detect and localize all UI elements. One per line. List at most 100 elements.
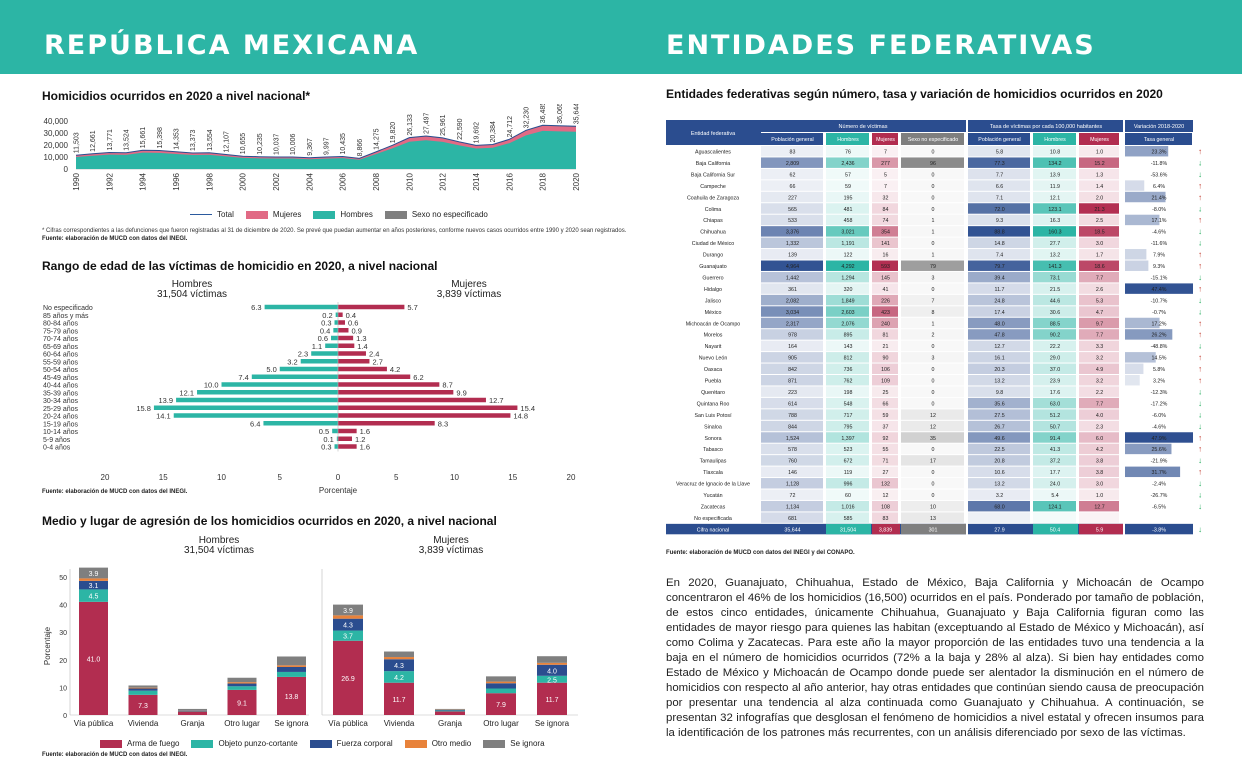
table-cell-value: 35 [930,436,936,442]
table-cell-bg [872,306,898,317]
table-cell-value: 2,317 [786,321,799,327]
total-row-bg-right [1125,523,1193,535]
group-header-tasa [968,120,1123,132]
table-cell-value: 24.0 [1050,482,1060,488]
table-cell-value: 226 [881,298,890,304]
table-cell-bg [1033,146,1076,157]
table-cell-bg [761,146,823,157]
table-cell-value: 20.8 [994,459,1004,465]
x-tick-label: 15 [508,473,517,482]
table-cell-bg [901,146,964,157]
bar-mujeres [338,335,354,341]
bar-segment-hombres [79,580,108,590]
table-cell-bg [761,409,823,420]
bar-mujeres [338,359,370,364]
table-cell-value: 71 [883,459,889,465]
table-cell-value: 109 [881,379,890,385]
table-cell-bg [1079,157,1119,168]
bar-hombres [263,421,338,426]
legend-swatch-hombres [313,210,336,219]
table-cell-value: 1,397 [841,436,854,442]
legend-item-se-ignora: Se ignora [483,739,545,748]
table-cell-bg [872,443,898,455]
bar-mujeres [338,320,345,325]
area-chart-homicidios: 40,000 30,000 20,000 10,000 0 11,503 12,661 13,… [44,104,581,191]
table-cell-variacion: -6.0% [1152,413,1166,419]
table-cell-entidad: Puebla [705,379,722,385]
bar-segment-mujeres [435,710,465,712]
table-cell-bg [901,226,964,237]
x-category-label: Granja [438,719,463,728]
arrow-down-icon: ↓ [1198,204,1202,213]
table-cell-bg [968,226,1030,237]
age-category-label: 5-9 años [43,437,71,444]
bar-segment-mujeres [384,657,414,660]
x-tick-label: 5 [394,473,399,482]
table-cell-bg [968,306,1030,317]
table-cell-bg [761,386,823,397]
table-cell-value: 4.2 [1096,447,1103,453]
arrow-down-icon: ↓ [1198,410,1202,419]
table-cell-bg [968,214,1030,226]
bar-hombres [311,351,338,356]
table-cell-value: 4.0 [1096,413,1103,419]
data-label-hombres: 13.8 [285,694,299,701]
y-tick-label: 10 [59,685,67,692]
table-cell-bg [761,317,823,329]
table-cell-value: 73.1 [1050,275,1060,281]
bar-hombres [333,328,338,333]
bar-mujeres [338,397,486,403]
table-cell-value: 361 [788,287,797,293]
total-row-bg-left [666,523,966,535]
bar-segment-hombres [277,656,306,666]
table-cell-value: 96 [930,161,936,167]
table-cell-value: 17 [930,459,936,465]
x-tick-label: 20 [567,473,576,482]
table-cell-value: 227 [788,195,797,201]
table-cell-bg [1033,191,1076,203]
table-cell-value: 277 [881,161,890,167]
table-cell-value: 2,076 [841,321,854,327]
table-cell-value: 7.7 [1096,401,1103,407]
table-cell-bg [872,146,898,157]
table-cell-value: 842 [788,367,797,373]
arrow-up-icon: ↑ [1198,193,1202,202]
table-cell-value: 79.7 [994,264,1004,270]
table-cell-value: 119 [844,470,852,476]
table-cell-bg [1033,260,1076,271]
table-subheader-label: Población general [771,137,813,143]
data-label-total: 19,820 [390,122,397,144]
table-cell-value: 7 [884,150,887,156]
table-cell-value: 27.5 [994,413,1004,419]
table-cell-value: 1,294 [841,275,854,281]
table-subheader-cell [1033,133,1076,145]
legend-label-sexo-no-esp: Sexo no especificado [411,210,488,219]
table-cell-bg [968,420,1030,432]
legend-item-otro-medio: Otro medio [404,739,471,748]
table-cell-bg [968,203,1030,214]
table-cell-value: 523 [844,447,853,453]
x-tick-label: 2010 [405,172,414,190]
arrow-up-icon: ↑ [1198,365,1202,374]
table-cell-bg [1079,180,1119,191]
data-label-total: 12,107 [224,131,231,153]
data-label-mujeres: 0.4 [346,311,356,320]
bar-segment-mujeres [384,682,414,715]
arrow-up-icon: ↑ [1198,376,1202,385]
data-label-total: 9,367 [307,138,314,156]
table-cell-value: 1 [932,253,935,259]
table-cell-bg [761,466,823,478]
table-cell-value: 3,376 [786,230,799,236]
table-cell-entidad: Tlaxcala [703,470,723,476]
table-cell-bg [761,375,823,386]
table-cell-bg [1033,443,1076,455]
table-cell-bg [901,237,964,249]
table-cell-value: 585 [844,516,853,522]
x-tick-label: 1992 [105,172,114,190]
table-cell-value: 50.7 [1050,424,1060,430]
age-category-label: 75-79 años [43,328,79,335]
data-label-hombres: 0.5 [319,427,329,436]
data-label-hombres: 3.9 [89,571,99,578]
table-cell-entidad: Baja California Sur [691,172,735,178]
table-cell-bg [901,294,964,306]
